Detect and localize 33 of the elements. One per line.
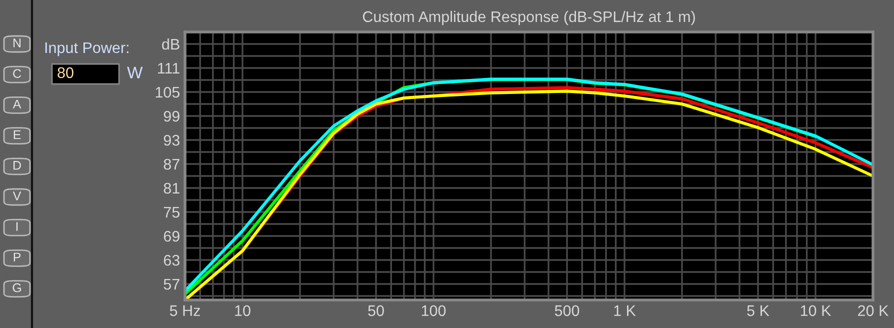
x-tick-label: 100 xyxy=(422,305,446,316)
y-tick-label: 87 xyxy=(164,158,180,170)
y-tick-label: 69 xyxy=(164,230,180,242)
y-tick-label: 105 xyxy=(156,86,180,98)
text: D xyxy=(14,161,21,170)
x-tick-label: 500 xyxy=(554,305,580,316)
text: C xyxy=(13,69,22,78)
y-tick-label: 75 xyxy=(164,207,180,218)
text: V xyxy=(12,192,22,200)
text: P xyxy=(14,252,21,262)
x-tick-label: 5 K xyxy=(747,305,770,316)
text: N xyxy=(14,38,20,48)
y-tick-label: dB xyxy=(162,38,180,50)
y-tick-label: 81 xyxy=(164,182,180,194)
x-tick-label: 1 K xyxy=(614,305,636,316)
text: Input Power: xyxy=(45,42,128,56)
text: A xyxy=(12,100,22,108)
text: W xyxy=(127,66,143,78)
text: E xyxy=(14,130,21,140)
x-tick-label: 50 xyxy=(368,305,384,316)
y-tick-label: 63 xyxy=(164,254,180,266)
x-tick-label: 5 Hz xyxy=(170,305,200,316)
chart-title: Custom Amplitude Response (dB-SPL/Hz at 1 m) xyxy=(362,10,695,26)
x-tick-label: 10 xyxy=(235,305,250,316)
y-tick-label: 93 xyxy=(164,134,180,146)
y-tick-label: 57 xyxy=(164,279,180,290)
text: 80 xyxy=(58,67,74,78)
text: G xyxy=(12,283,21,292)
x-tick-label: 10 K xyxy=(800,305,832,316)
x-tick-label: 20 K xyxy=(858,305,889,316)
text: I xyxy=(16,222,18,231)
y-tick-label: 111 xyxy=(158,63,180,74)
y-tick-label: 99 xyxy=(164,110,180,122)
